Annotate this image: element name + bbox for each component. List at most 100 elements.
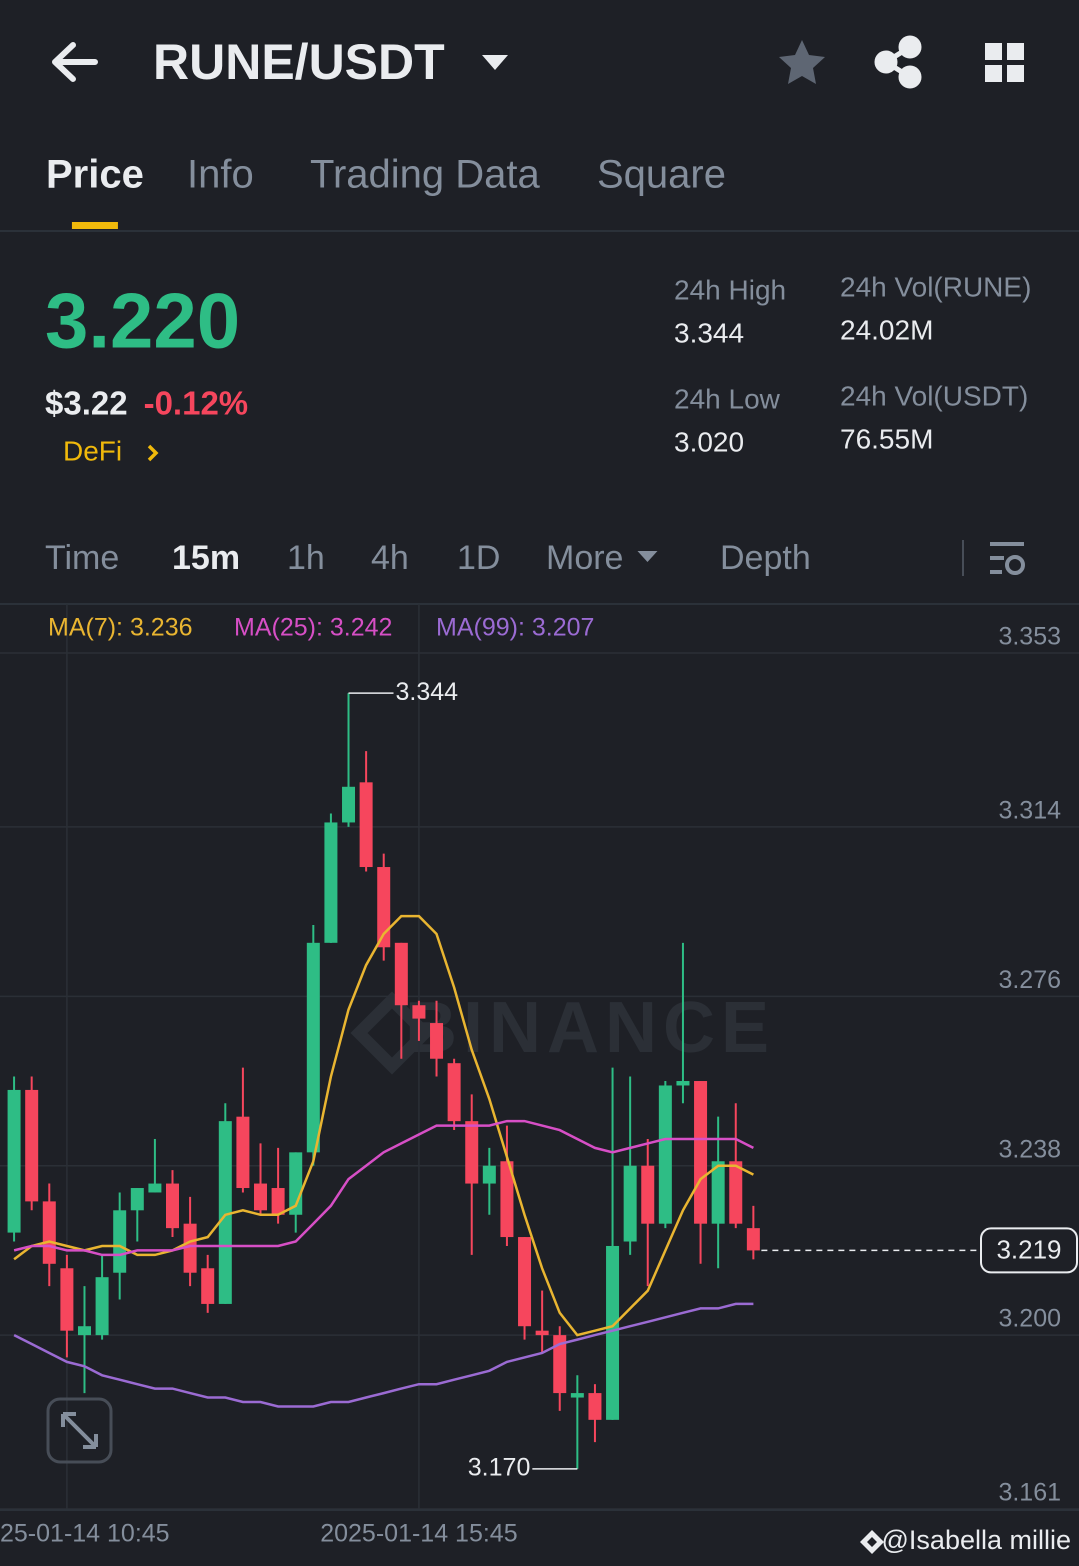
extreme-label: 3.170 (468, 1453, 531, 1481)
interval[interactable]: More (546, 539, 623, 577)
ma-line (13, 1119, 754, 1257)
watermark: BINANCE (405, 988, 775, 1068)
candle-body (254, 1183, 268, 1211)
interval[interactable]: 15m (172, 539, 240, 577)
candle-body (623, 1165, 637, 1242)
candle-body (306, 942, 320, 1153)
candle-body (113, 1210, 127, 1273)
candle-body (324, 822, 338, 943)
stat-value: 76.55M (840, 423, 933, 454)
candle-body (130, 1188, 144, 1211)
credit-icon (860, 1530, 884, 1554)
y-tick-label: 3.200 (998, 1305, 1061, 1333)
interval[interactable]: Depth (720, 539, 811, 577)
stat-label: 24h High (674, 274, 786, 305)
candle-body (746, 1228, 760, 1251)
candle-body (394, 942, 408, 1006)
ma-legend: MA(99): 3.207 (436, 614, 594, 642)
candle-body (377, 867, 391, 948)
candle-body (95, 1277, 109, 1336)
candle-body (553, 1335, 567, 1394)
x-tick-label: 25-01-14 10:45 (0, 1520, 170, 1548)
candle-body (641, 1165, 655, 1224)
watermark-logo (350, 991, 434, 1075)
ma-legend: MA(25): 3.242 (234, 614, 392, 642)
candle-body (694, 1081, 708, 1224)
last-price-label: 3.219 (996, 1234, 1061, 1264)
y-tick-label: 3.161 (998, 1479, 1061, 1507)
back-button[interactable] (52, 42, 98, 82)
price-change: -0.12% (144, 385, 249, 422)
candle-body (658, 1085, 672, 1224)
interval[interactable]: 4h (371, 539, 409, 577)
usd-price: $3.22 (45, 385, 128, 422)
candle-body (201, 1268, 215, 1304)
candle-body (711, 1161, 725, 1224)
candle-body (359, 782, 373, 868)
pair-dropdown[interactable] (482, 55, 508, 70)
stat-value: 24.02M (840, 314, 933, 345)
candle-body (482, 1165, 496, 1184)
tab[interactable]: Square (597, 153, 726, 197)
interval-dropdown[interactable] (637, 551, 658, 562)
candle-body (77, 1326, 91, 1336)
pair-title[interactable]: RUNE/USDT (153, 34, 445, 90)
candle-body (535, 1330, 549, 1336)
intervals: Time 15m 1h 4h 1D More Depth (45, 539, 811, 577)
fullscreen-button[interactable] (46, 1397, 113, 1464)
candle-body (676, 1081, 690, 1086)
stat-label: 24h Low (674, 383, 781, 414)
tab[interactable]: Info (187, 153, 254, 197)
candle-body (236, 1116, 250, 1189)
ma-line (13, 1302, 754, 1408)
candle-body (447, 1063, 461, 1122)
candle-body (148, 1183, 162, 1193)
candle-body (165, 1183, 179, 1229)
candle-body (7, 1089, 21, 1233)
candle-body (218, 1121, 232, 1304)
candle-body (518, 1237, 532, 1327)
tab-indicator (71, 222, 118, 229)
candle-body (412, 1005, 426, 1019)
extreme-label: 3.344 (396, 678, 459, 706)
tab[interactable]: Price (46, 153, 144, 197)
sector-arrow[interactable] (147, 444, 159, 462)
candle-body (183, 1223, 197, 1273)
y-tick-label: 3.276 (998, 966, 1061, 994)
candle-body (42, 1201, 56, 1264)
y-tick-label: 3.314 (998, 797, 1061, 825)
ma-legend: MA(7): 3.236 (48, 614, 193, 642)
interval[interactable]: 1D (457, 539, 500, 577)
candle-body (588, 1393, 602, 1420)
x-tick-label: 2025-01-14 15:45 (320, 1520, 517, 1548)
candle-body (465, 1121, 479, 1184)
last-price-box (980, 1227, 1078, 1274)
credit: @Isabella millie (882, 1525, 1071, 1555)
indicator-settings[interactable] (990, 542, 1025, 575)
ma-line (13, 914, 754, 1337)
layout-icon[interactable] (985, 43, 1024, 82)
candle-body (729, 1161, 743, 1224)
sector-tag[interactable]: DeFi (63, 435, 122, 466)
share-icon[interactable] (874, 35, 922, 89)
tabs: Price Info Trading Data Square (46, 153, 726, 229)
candle-body (342, 786, 356, 823)
interval[interactable]: Time (45, 539, 119, 577)
candle-body (60, 1268, 74, 1331)
stat-value: 3.344 (674, 317, 744, 348)
stat-label: 24h Vol(USDT) (840, 380, 1028, 411)
candlestick-chart: BINANCE 3.353 3.314 3.276 3.238 3.200 3.161 25-… (0, 604, 1079, 1548)
tab[interactable]: Trading Data (310, 153, 541, 197)
candle-body (606, 1245, 620, 1420)
interval[interactable]: 1h (287, 539, 325, 577)
stat-value: 3.020 (674, 426, 744, 457)
y-tick-label: 3.353 (998, 623, 1061, 651)
last-price: 3.220 (45, 277, 240, 365)
candle-body (570, 1393, 584, 1398)
y-tick-label: 3.238 (998, 1135, 1061, 1163)
favorite-icon[interactable] (779, 40, 825, 84)
candle-body (500, 1161, 514, 1238)
